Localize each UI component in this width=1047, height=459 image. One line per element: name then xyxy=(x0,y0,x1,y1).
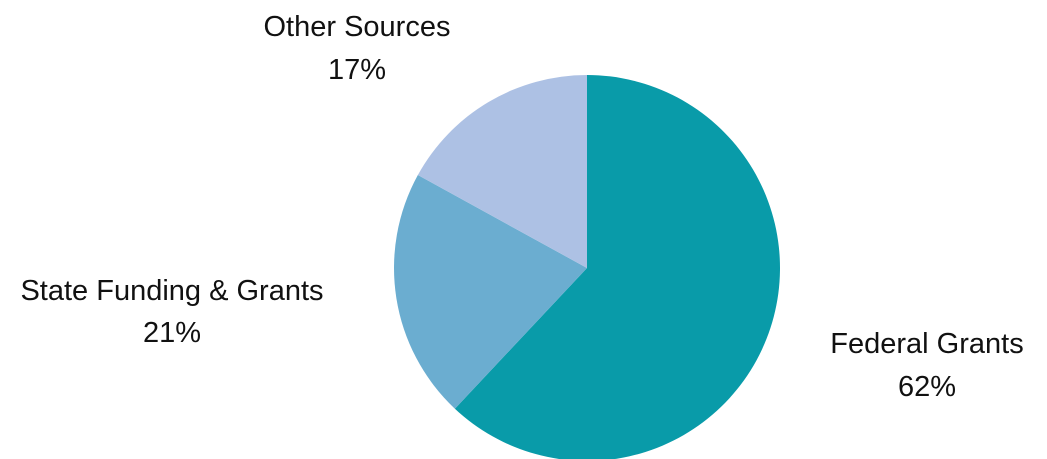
slice-label-federal-grants: Federal Grants 62% xyxy=(830,328,1023,403)
pie-slice-federal-grants xyxy=(454,75,780,459)
slice-value-label: 17% xyxy=(328,54,386,86)
slice-label-other-sources: Other Sources 17% xyxy=(264,11,451,86)
slice-value-label: 21% xyxy=(143,317,201,349)
slice-category-label: State Funding & Grants xyxy=(20,275,323,307)
slice-category-label: Federal Grants xyxy=(830,328,1023,360)
pie-slice-state-funding-grants xyxy=(393,175,587,409)
slice-value-label: 62% xyxy=(898,371,956,403)
pie-slice-other-sources xyxy=(417,75,587,268)
slice-category-label: Other Sources xyxy=(264,11,451,43)
slice-label-state-funding: State Funding & Grants 21% xyxy=(20,275,323,349)
pie-slices xyxy=(393,75,780,459)
